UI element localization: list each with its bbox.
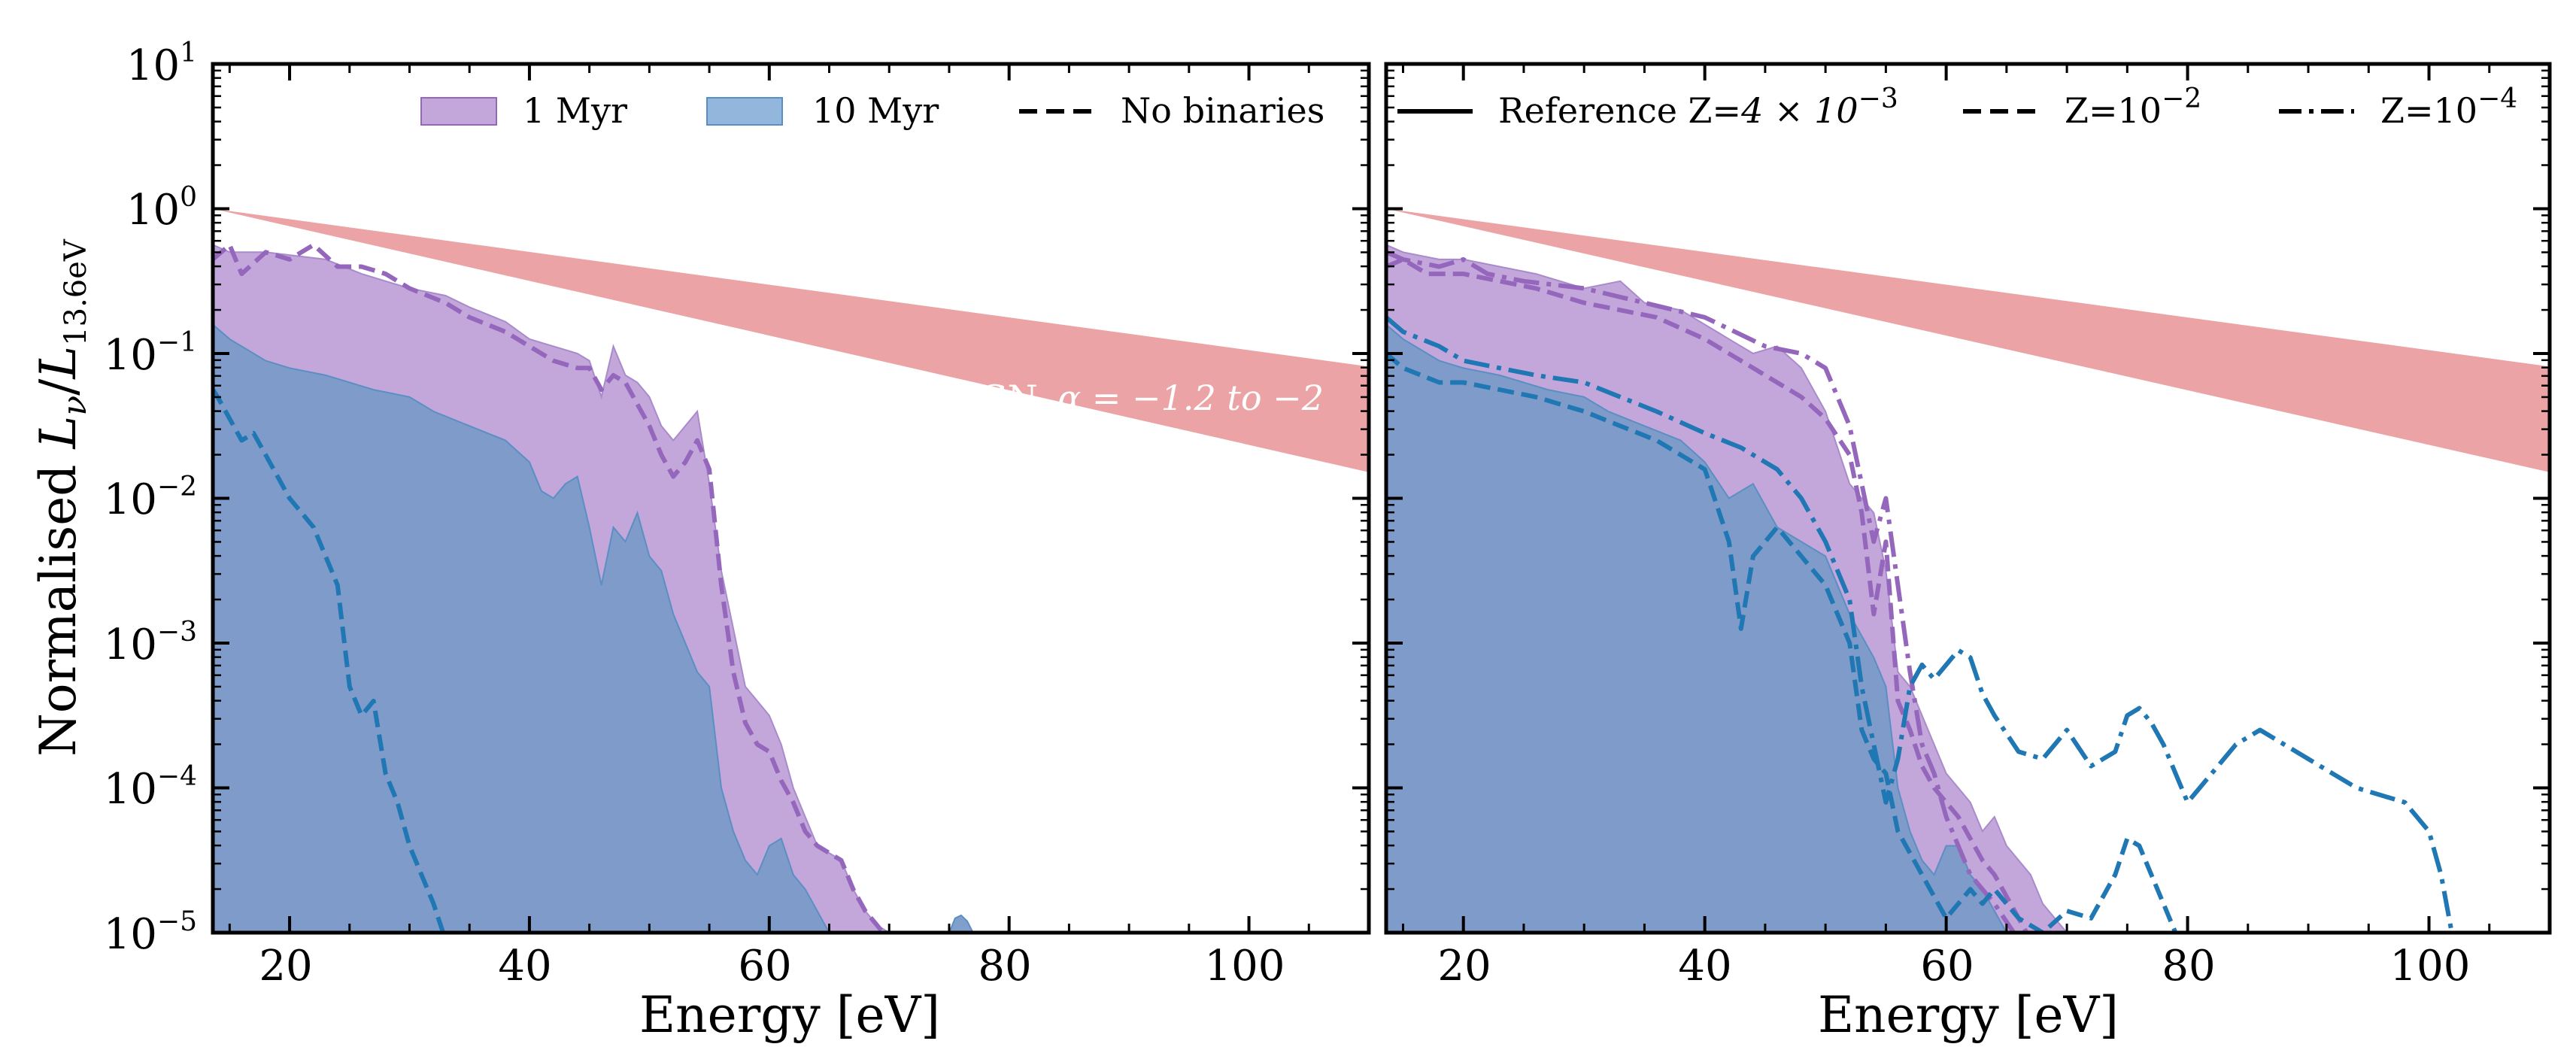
x-tick-label-60-right: 60 bbox=[1920, 942, 1974, 991]
series-10-myr-bump bbox=[948, 914, 974, 933]
y-tick-label-m4: 10−4 bbox=[104, 761, 197, 814]
agn-band-left bbox=[213, 208, 1369, 472]
legend-patch-1myr bbox=[420, 97, 497, 126]
legend-patch-10myr bbox=[706, 97, 783, 126]
x-tick-label-40-right: 40 bbox=[1678, 942, 1731, 991]
series-1-myr-no-binaries bbox=[213, 242, 887, 933]
x-tick-label-40-left: 40 bbox=[498, 942, 551, 991]
legend-label-1myr: 1 Myr bbox=[523, 90, 627, 131]
y-axis-label: Normalised Lν/L13.6eV bbox=[29, 238, 94, 757]
left-legend: 1 Myr 10 Myr No binaries bbox=[420, 90, 1324, 131]
series-10-myr-no-binaries bbox=[213, 388, 446, 933]
agn-band-right bbox=[1386, 208, 2550, 472]
x-axis-label-right: Energy [eV] bbox=[1818, 986, 2119, 1044]
x-tick-label-60-left: 60 bbox=[738, 942, 791, 991]
y-tick-label-m2: 10−2 bbox=[104, 472, 197, 524]
x-tick-label-20-right: 20 bbox=[1437, 942, 1491, 991]
series-10-myr-z-10-2 bbox=[1386, 351, 2179, 933]
right-legend: Reference Z=4 × 10−3 Z=10−2 Z=10−4 bbox=[1397, 83, 2517, 131]
left-ticks bbox=[213, 62, 1370, 934]
legend-label-10myr: 10 Myr bbox=[812, 90, 939, 131]
left-panel: AGN, α = −1.2 to −2 101 100 10−1 10−2 10… bbox=[104, 38, 1371, 1044]
series-1-myr-z-10-4 bbox=[1386, 250, 2017, 933]
series-10-myr-binaries- bbox=[213, 323, 830, 933]
right-ticks bbox=[1386, 62, 2551, 934]
series-1-myr-z-10-2 bbox=[1386, 256, 2029, 933]
legend-label-reference: Reference Z=4 × 10−3 bbox=[1498, 83, 1898, 131]
legend-label-z-1e-2: Z=10−2 bbox=[2065, 83, 2201, 131]
y-tick-label-m3: 10−3 bbox=[104, 617, 197, 669]
agn-band-label: AGN, α = −1.2 to −2 bbox=[954, 378, 1324, 418]
x-tick-label-100-right: 100 bbox=[2390, 942, 2471, 991]
x-tick-label-20-left: 20 bbox=[259, 942, 312, 991]
x-tick-label-100-left: 100 bbox=[1205, 942, 1285, 991]
legend-label-z-1e-4: Z=10−4 bbox=[2380, 83, 2517, 131]
y-tick-label-0: 100 bbox=[126, 182, 197, 235]
x-tick-label-80-right: 80 bbox=[2162, 942, 2215, 991]
right-series-group bbox=[1386, 244, 2454, 933]
left-series-group bbox=[213, 242, 974, 933]
right-panel: 20 40 60 80 100 Energy [eV] Reference Z=… bbox=[1384, 62, 2552, 1044]
x-axis-label-left: Energy [eV] bbox=[639, 986, 940, 1044]
x-tick-label-80-left: 80 bbox=[978, 942, 1031, 991]
y-tick-label-m5: 10−5 bbox=[104, 906, 197, 959]
series-10-myr-z-10-4 bbox=[1386, 315, 2454, 933]
y-tick-label-m1: 10−1 bbox=[104, 327, 197, 380]
legend-label-no-binaries: No binaries bbox=[1121, 90, 1324, 131]
y-tick-label-1: 101 bbox=[126, 38, 197, 90]
